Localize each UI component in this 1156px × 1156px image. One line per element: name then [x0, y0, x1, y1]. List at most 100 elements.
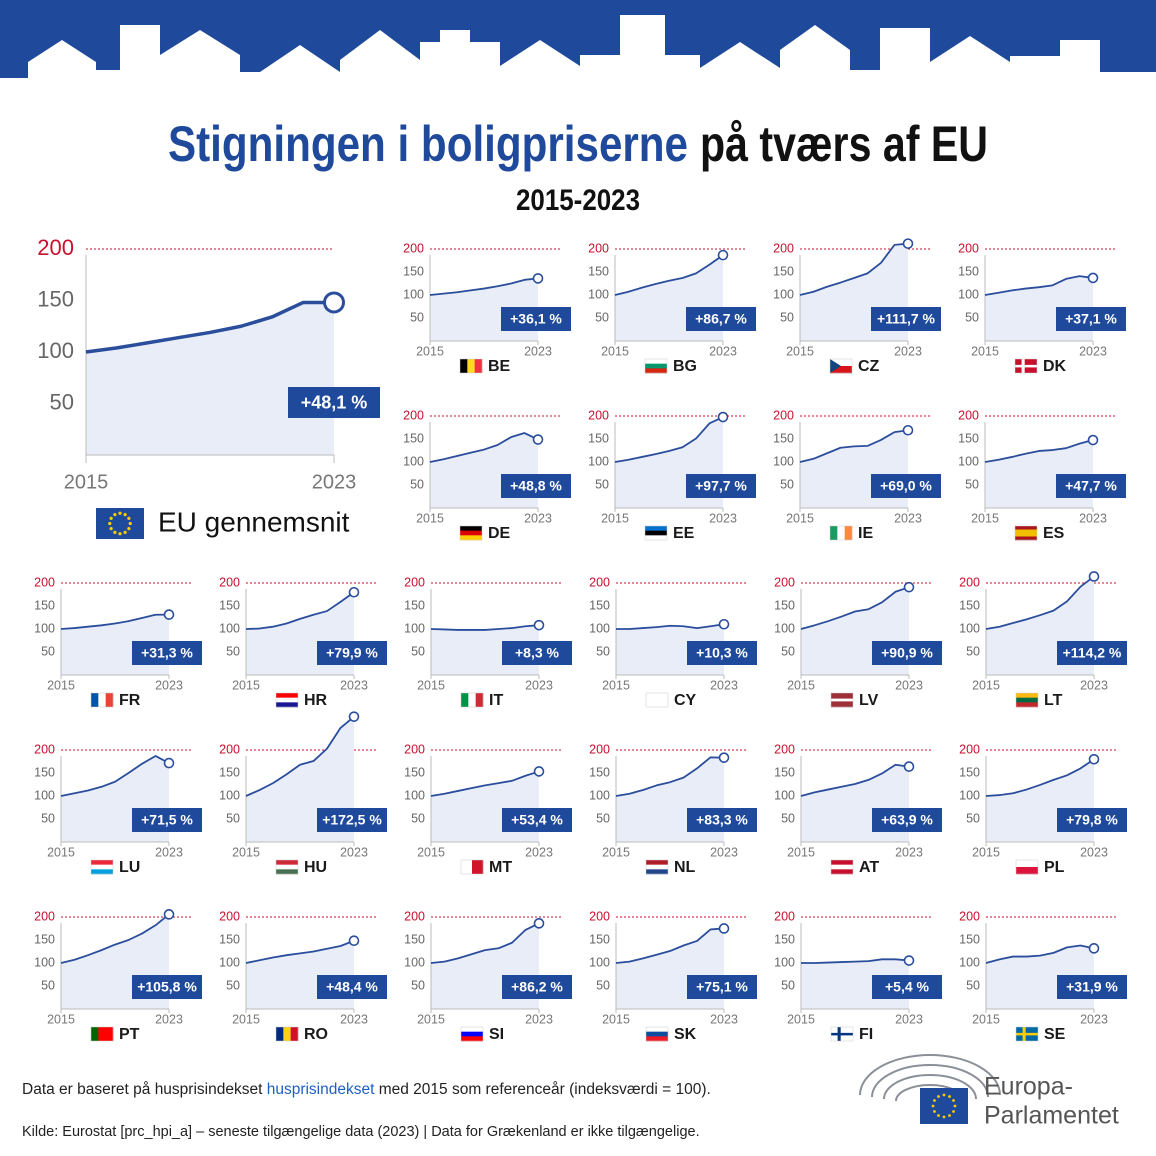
flag-border: [645, 692, 669, 708]
small-multiple: 50 100 150 200 2015 2023 +63,9 % AT: [774, 742, 942, 876]
end-point: [533, 918, 545, 929]
flag-stripe: [831, 698, 853, 702]
star: [108, 521, 112, 526]
flag-stripe: [646, 1031, 668, 1037]
flag-stripe: [831, 864, 853, 870]
flag-stripe: [646, 864, 668, 870]
small-multiple: 50 100 150 200 2015 2023 +83,3 % NL: [589, 742, 757, 876]
flag: [830, 692, 854, 708]
small-multiple: 50 100 150 200 2015 2023 +105,8 % PT: [34, 909, 202, 1043]
legend-label: EU gennemsnit: [158, 506, 350, 537]
y-tick-label: 100: [219, 955, 240, 969]
change-label: +114,2 %: [1063, 645, 1122, 661]
y-tick-label: 150: [404, 598, 425, 612]
change-label: +97,7 %: [695, 478, 747, 494]
change-label: +79,9 %: [326, 645, 378, 661]
line: [85, 300, 335, 354]
flag-stripe: [105, 1027, 114, 1041]
line: [614, 416, 724, 463]
small-multiple: 50 100 150 200 2015 2023 +48,1 % EU gennemsnit: [37, 235, 380, 537]
change-label: +8,3 %: [515, 645, 560, 661]
change-badge: [502, 975, 572, 999]
flag-border: [829, 358, 853, 374]
country-code: BE: [488, 358, 511, 375]
flag-stripe: [645, 526, 667, 531]
y-tick-label: 50: [411, 978, 425, 992]
x-tick-label: 2023: [1080, 678, 1108, 692]
y-tick-label: 100: [34, 955, 55, 969]
flag-stripe: [1016, 697, 1038, 703]
star: [113, 513, 117, 517]
small-multiple: 50 100 150 200 2015 2023 +97,7 % EE: [588, 408, 756, 542]
line: [985, 575, 1095, 630]
flag: [830, 859, 854, 875]
star: [942, 1115, 946, 1119]
x-tick-label: 2023: [895, 678, 923, 692]
change-label: +5,4 %: [885, 979, 930, 995]
y-tick-label: 50: [966, 644, 980, 658]
flag-border: [1015, 692, 1039, 708]
flag-stripe: [461, 1036, 483, 1042]
change-badge: [686, 474, 756, 498]
y-tick-label: 200: [37, 235, 74, 260]
flag-stripe: [276, 702, 298, 708]
y-tick-label: 50: [781, 811, 795, 825]
flag: [96, 508, 144, 539]
flag-stripe: [276, 864, 298, 870]
line: [60, 913, 170, 964]
y-tick-label: 150: [589, 932, 610, 946]
flag-border: [459, 525, 483, 541]
small-multiple: 50 100 150 200 2015 2023 +79,8 % PL: [959, 742, 1127, 876]
flag-border: [90, 1026, 114, 1042]
country-code: HU: [304, 859, 327, 876]
y-tick-label: 50: [780, 310, 794, 324]
small-multiple: 50 100 150 200 2015 2023 +36,1 % BE: [403, 241, 571, 375]
flag-stripe: [844, 526, 853, 540]
y-tick-label: 150: [403, 431, 424, 445]
x-tick-label: 2015: [787, 845, 815, 859]
y-tick-label: 100: [959, 788, 980, 802]
end-point: [902, 238, 914, 249]
note-link[interactable]: husprisindekset: [267, 1081, 375, 1098]
flag: [275, 859, 299, 875]
flag-border: [645, 1026, 669, 1042]
y-tick-label: 50: [226, 644, 240, 658]
y-tick-label: 100: [403, 454, 424, 468]
flag-stripe: [276, 697, 298, 703]
flag-border: [1015, 1026, 1039, 1042]
change-badge: [1056, 307, 1126, 331]
y-tick-label: 150: [219, 932, 240, 946]
change-label: +53,4 %: [511, 812, 563, 828]
change-badge: [1057, 808, 1127, 832]
end-point: [348, 935, 360, 947]
logo-line: Europa-: [984, 1073, 1073, 1101]
country-code: FR: [119, 692, 141, 709]
flag: [645, 1026, 669, 1042]
y-tick-label: 200: [589, 909, 610, 923]
end-point: [717, 249, 729, 261]
change-badge: [132, 975, 202, 999]
change-label: +48,8 %: [510, 478, 562, 494]
flag-stripe: [1015, 536, 1037, 541]
line: [801, 958, 910, 964]
flag-border: [275, 692, 299, 708]
change-label: +75,1 %: [696, 979, 748, 995]
y-tick-label: 50: [780, 477, 794, 491]
country-code: DK: [1043, 358, 1067, 375]
flag-stripe: [645, 530, 667, 536]
flag-stripe: [467, 359, 475, 373]
x-tick-label: 2015: [417, 678, 445, 692]
x-tick-label: 2023: [1079, 344, 1107, 358]
change-label: +105,8 %: [137, 979, 197, 995]
change-badge: [502, 808, 572, 832]
y-tick-label: 200: [589, 575, 610, 589]
flag: [1014, 358, 1038, 374]
y-tick-label: 200: [774, 575, 795, 589]
end-point: [533, 766, 545, 777]
y-tick-label: 200: [34, 909, 55, 923]
line: [800, 586, 910, 630]
small-multiple: 50 100 150 200 2015 2023 +86,2 % SI: [404, 909, 572, 1043]
flag: [1015, 859, 1039, 875]
y-tick-label: 200: [774, 742, 795, 756]
flag-border: [90, 692, 114, 708]
